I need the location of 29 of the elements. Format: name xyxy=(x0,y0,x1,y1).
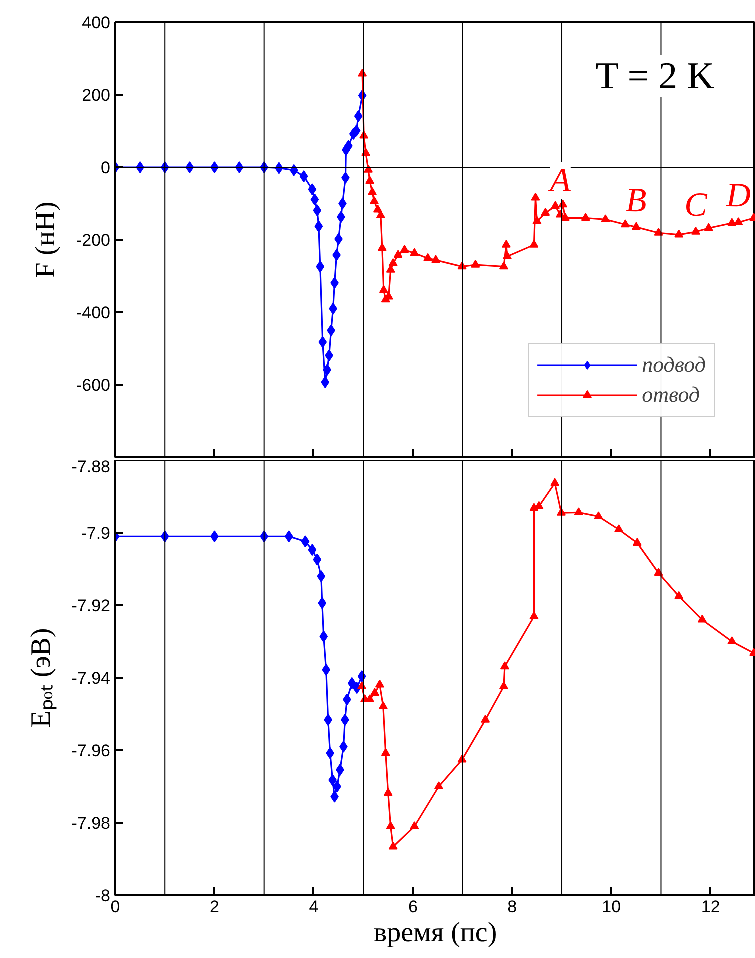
y-tick-label: -8 xyxy=(95,886,111,906)
y-tick-label: -7.88 xyxy=(72,458,110,476)
annotation: T = 2 K xyxy=(596,56,716,98)
x-tick-label: 8 xyxy=(508,898,518,916)
y-tick-label: -600 xyxy=(76,376,111,395)
y-tick-label: 0 xyxy=(101,158,111,178)
y-tick-label: 400 xyxy=(82,14,111,32)
y-tick-label: -7.92 xyxy=(72,596,110,616)
y-tick-label: -400 xyxy=(76,304,111,322)
legend-label: отвод xyxy=(642,382,700,408)
annotation: C xyxy=(684,187,708,224)
annotation: B xyxy=(626,182,648,220)
y-axis-title: Eₚₒₜ (эВ) xyxy=(26,628,57,728)
x-axis-title: время (пс) xyxy=(374,918,498,948)
legend-label: подвод xyxy=(642,352,706,378)
x-tick-label: 2 xyxy=(210,898,220,916)
x-tick-label: 6 xyxy=(408,898,418,916)
x-tick-label: 12 xyxy=(701,898,720,916)
y-tick-label: -7.98 xyxy=(72,814,110,833)
y-tick-label: -200 xyxy=(76,231,111,250)
annotation: A xyxy=(548,162,572,200)
y-tick-label: 200 xyxy=(82,86,111,105)
x-tick-label: 10 xyxy=(602,898,622,916)
y-axis-title: F (нН) xyxy=(30,202,62,278)
annotation: D xyxy=(725,178,752,215)
y-tick-label: -7.9 xyxy=(81,524,111,543)
y-tick-label: -7.94 xyxy=(72,669,110,688)
y-tick-label: -7.96 xyxy=(72,742,110,760)
x-tick-label: 4 xyxy=(309,898,319,916)
